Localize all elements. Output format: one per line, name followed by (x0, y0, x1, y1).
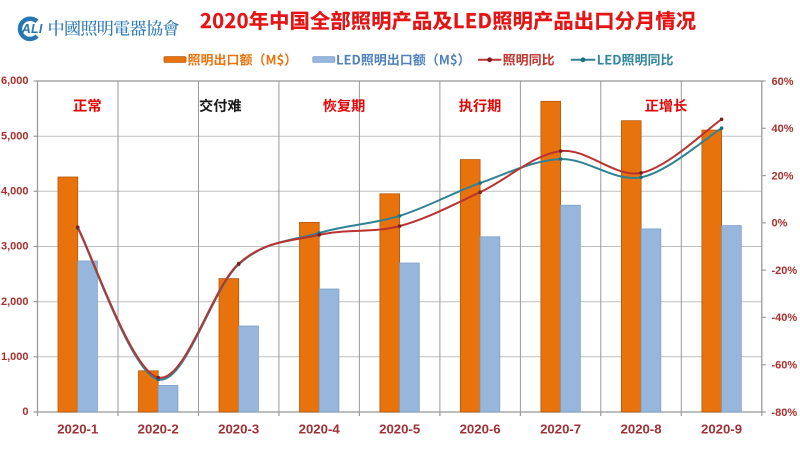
svg-text:-20%: -20% (772, 265, 798, 277)
svg-text:0%: 0% (772, 218, 788, 230)
svg-text:0: 0 (22, 406, 28, 418)
svg-text:20%: 20% (772, 170, 794, 182)
svg-text:2020-2: 2020-2 (138, 422, 179, 437)
svg-text:2020-7: 2020-7 (540, 422, 581, 437)
svg-text:-40%: -40% (772, 312, 798, 324)
svg-text:1,000: 1,000 (1, 351, 29, 363)
svg-text:2020-6: 2020-6 (460, 422, 501, 437)
svg-text:2020-3: 2020-3 (218, 422, 259, 437)
svg-text:2020-8: 2020-8 (621, 422, 662, 437)
svg-text:3,000: 3,000 (1, 241, 29, 253)
svg-text:-60%: -60% (772, 360, 798, 372)
svg-text:2,000: 2,000 (1, 296, 29, 308)
svg-text:2020-5: 2020-5 (379, 422, 420, 437)
svg-text:-80%: -80% (772, 407, 798, 419)
svg-text:2020-4: 2020-4 (299, 422, 341, 437)
svg-text:2020-9: 2020-9 (701, 422, 742, 437)
svg-text:5,000: 5,000 (1, 130, 29, 142)
svg-text:2020-1: 2020-1 (57, 422, 98, 437)
svg-text:4,000: 4,000 (1, 186, 29, 198)
svg-text:40%: 40% (772, 123, 794, 135)
svg-text:ALI: ALI (21, 22, 43, 36)
svg-text:6,000: 6,000 (1, 75, 29, 87)
svg-text:60%: 60% (772, 76, 794, 88)
